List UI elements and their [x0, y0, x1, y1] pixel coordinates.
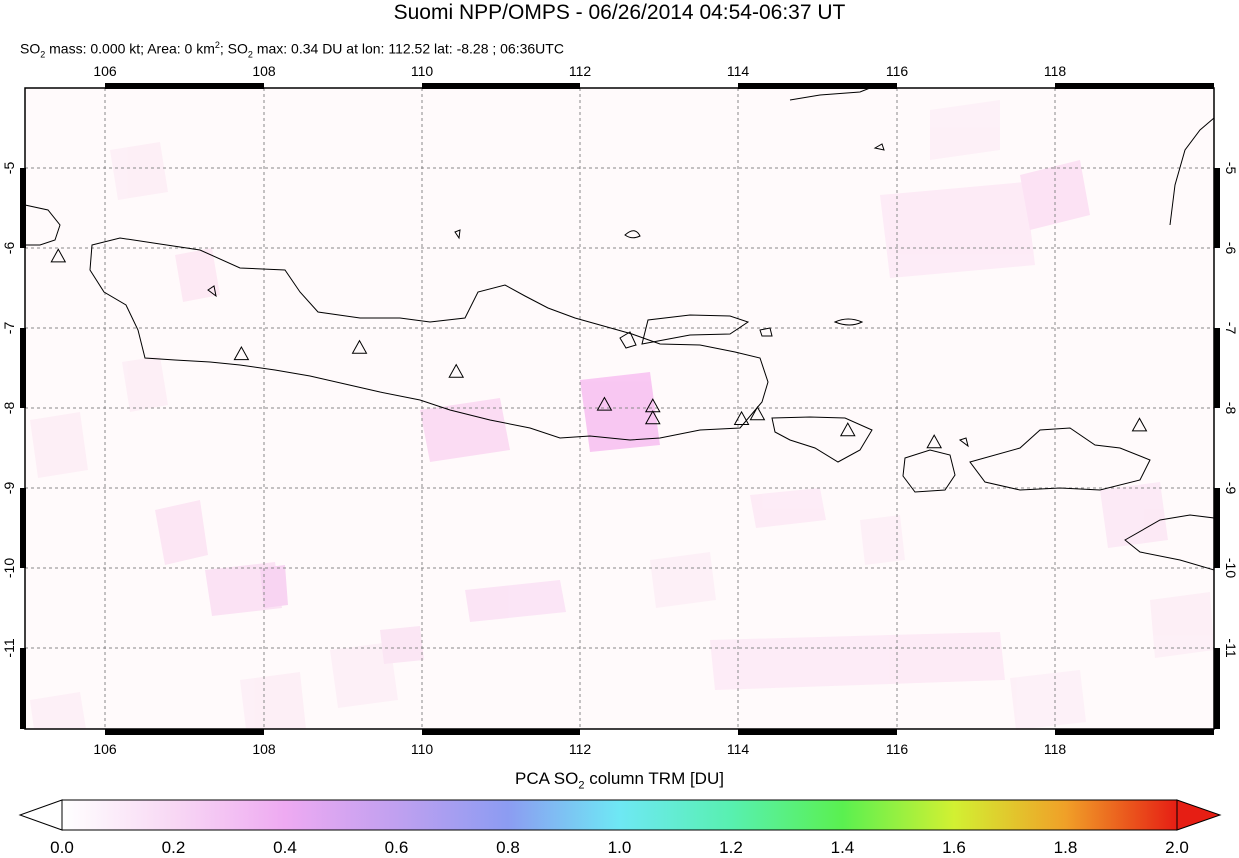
- volcano-icon: [749, 406, 766, 421]
- lon-tick-bottom: 114: [727, 741, 750, 757]
- frame-ticks: [20, 83, 1220, 735]
- colorbar-label: 1.2: [719, 838, 743, 857]
- lat-tick-right: -6: [1223, 242, 1239, 255]
- volcano-markers: [50, 248, 1148, 449]
- colorbar-label: 1.8: [1053, 838, 1078, 857]
- borneo-coast: [789, 87, 871, 101]
- lat-tick-left: -8: [1, 402, 17, 415]
- java-coast: [89, 237, 769, 441]
- sumbawa-coast: [969, 427, 1151, 491]
- lat-tick-left: -10: [1, 558, 17, 578]
- lon-tick-bottom: 112: [569, 741, 592, 757]
- lat-tick-right: -11: [1223, 638, 1239, 657]
- lat-tick-right: -10: [1223, 558, 1239, 578]
- colorbar-label: 1.4: [830, 838, 855, 857]
- east-coast: [1169, 117, 1215, 226]
- volcano-icon: [1131, 417, 1148, 432]
- lon-tick-top: 114: [727, 63, 750, 79]
- lat-tick-left: -9: [1, 482, 17, 495]
- lon-tick-bottom: 116: [886, 741, 909, 757]
- lat-tick-right: -8: [1223, 402, 1239, 415]
- colorbar-over-arrow: [1176, 799, 1222, 831]
- sumatra-coast: [24, 204, 61, 246]
- lat-tick-left: -11: [1, 638, 17, 657]
- lat-tick-right: -7: [1223, 322, 1239, 335]
- colorbar-under-arrow: [18, 799, 63, 831]
- lon-tick-top: 118: [1044, 63, 1067, 79]
- lon-tick-bottom: 108: [252, 741, 276, 757]
- lon-tick-bottom: 110: [411, 741, 434, 757]
- bali-coast: [771, 416, 873, 463]
- lon-tick-bottom: 106: [93, 741, 117, 757]
- lon-tick-bottom: 118: [1044, 741, 1067, 757]
- volcano-icon: [351, 339, 368, 354]
- colorbar-label: 0.0: [50, 838, 74, 857]
- lat-tick-left: -7: [1, 322, 17, 335]
- madura-coast: [641, 314, 750, 345]
- colorbar-title: PCA SO2 column TRM [DU]: [515, 769, 724, 792]
- grid-lines: [25, 88, 1214, 729]
- lat-tick-left: -5: [1, 162, 17, 175]
- colorbar-label: 2.0: [1165, 838, 1189, 857]
- volcano-icon: [50, 248, 67, 263]
- volcano-icon: [926, 434, 943, 449]
- lon-tick-top: 108: [252, 63, 276, 79]
- colorbar-label: 0.6: [384, 838, 409, 857]
- lon-tick-top: 116: [886, 63, 909, 79]
- volcano-icon: [839, 422, 856, 437]
- so2-pixels: [30, 100, 1214, 730]
- colorbar-gradient: [61, 799, 1178, 831]
- colorbar-label: 0.2: [161, 838, 186, 857]
- volcano-icon: [448, 363, 465, 378]
- colorbar-label: 0.8: [496, 838, 520, 857]
- colorbar-label: 1.0: [607, 838, 632, 857]
- lat-tick-right: -5: [1223, 162, 1239, 175]
- volcano-icon: [644, 410, 661, 425]
- lombok-coast: [902, 449, 956, 493]
- lon-tick-top: 112: [569, 63, 592, 79]
- map-subtitle: SO2 mass: 0.000 kt; Area: 0 km2; SO2 max…: [20, 40, 564, 60]
- lon-tick-top: 106: [93, 63, 117, 79]
- colorbar-label: 1.6: [942, 838, 966, 857]
- plot-frame: [24, 87, 1215, 730]
- colorbar-label: 0.4: [273, 838, 297, 857]
- volcano-icon: [733, 410, 750, 426]
- lat-tick-left: -6: [1, 242, 17, 255]
- volcano-icon: [596, 396, 613, 411]
- lat-tick-right: -9: [1223, 482, 1239, 495]
- lon-tick-top: 110: [411, 63, 434, 79]
- colorbar: [18, 799, 1222, 831]
- map-title: Suomi NPP/OMPS - 06/26/2014 04:54-06:37 …: [393, 1, 846, 24]
- volcano-icon: [233, 345, 250, 361]
